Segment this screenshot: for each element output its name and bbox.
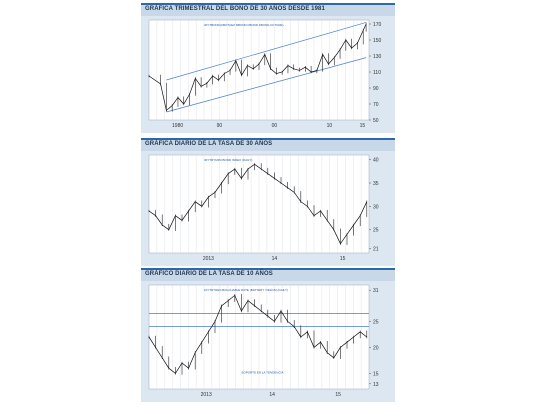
chart-body-2: 30YTRYMINI BOND INDEX (DAILY) 40 35 30 25 21 2… [141,151,395,266]
x-tick-label: 14 [272,256,278,262]
chart-title-1: GRÁFICA TRIMESTRAL DEL BONO DE 30 AÑOS D… [145,6,325,12]
y-tick-label: 15 [373,371,379,377]
x-tick-label: 90 [217,123,223,129]
y-tick-label: 150 [373,38,382,44]
x-tick-label: 15 [360,123,366,129]
price-line [148,163,368,245]
y-tick-label: 20 [373,345,379,351]
chart-title-bar-3: GRÁFICO DIARIO DE LA TASA DE 10 AÑOS [141,268,395,281]
chart-body-1: 30YTBOND(CBOT)(EZ RBOND FBOND FBOND-FUTU… [141,16,395,133]
y-tick-label: 170 [373,22,382,28]
x-tick-label: 2013 [201,392,212,398]
y-tick-label: 25 [373,319,379,325]
x-tick-label: 14 [269,392,275,398]
chart-title-3: GRÁFICO DIARIO DE LA TASA DE 10 AÑOS [145,271,273,277]
chart-svg-3: 10YTRYRES BOLCHABLE RATE (BATTERY YIELDS… [148,284,379,398]
y-tick-label: 130 [373,54,382,60]
y-tick-label: 21 [373,246,379,252]
chart-svg-2: 30YTRYMINI BOND INDEX (DAILY) 40 35 30 25 21 2… [148,154,379,262]
x-tick-label: 15 [340,256,346,262]
chart-annotation: SOPORTE EN LA TENDENCIA [241,370,283,374]
y-tick-label: 50 [373,118,379,124]
y-tick-label: 110 [373,70,381,76]
chart-panel-3: GRÁFICO DIARIO DE LA TASA DE 10 AÑOS 10Y… [141,268,395,402]
chart-panel-2: GRÁFICA DIARIO DE LA TASA DE 30 AÑOS 30Y… [141,138,395,266]
chart-title-bar-2: GRÁFICA DIARIO DE LA TASA DE 30 AÑOS [141,138,395,151]
x-tick-label: 2013 [203,256,214,262]
y-tick-label: 30 [373,204,379,210]
y-tick-label: 70 [373,102,379,108]
price-line [148,294,368,374]
x-tick-label: 10 [327,123,333,129]
y-tick-label: 13 [373,382,379,388]
x-tick-label: 15 [335,392,341,398]
chart-inner-label: 30YTRYMINI BOND INDEX (DAILY) [204,158,252,162]
chart-inner-label: 30YTBOND(CBOT)(EZ RBOND FBOND FBOND-FUTU… [204,23,284,27]
chart-title-bar-1: GRÁFICA TRIMESTRAL DEL BONO DE 30 AÑOS D… [141,3,395,16]
chart-body-3: 10YTRYRES BOLCHABLE RATE (BATTERY YIELDS… [141,281,395,402]
y-tick-label: 25 [373,228,379,234]
x-tick-label: 00 [272,123,278,129]
y-tick-label: 35 [373,181,379,187]
chart-panel-1: GRÁFICA TRIMESTRAL DEL BONO DE 30 AÑOS D… [141,3,395,133]
y-tick-label: 90 [373,86,379,92]
chart-inner-label: 10YTRYRES BOLCHABLE RATE (BATTERY YIELDS… [204,288,288,292]
y-tick-label: 40 [373,158,379,164]
y-tick-label: 31 [373,288,379,294]
channel-upper-line [166,22,367,81]
chart-title-2: GRÁFICA DIARIO DE LA TASA DE 30 AÑOS [145,141,273,147]
price-line [148,23,367,112]
chart-svg-1: 30YTBOND(CBOT)(EZ RBOND FBOND FBOND-FUTU… [148,19,382,129]
x-tick-label: 1980 [172,123,183,129]
channel-lower-line [166,57,367,113]
